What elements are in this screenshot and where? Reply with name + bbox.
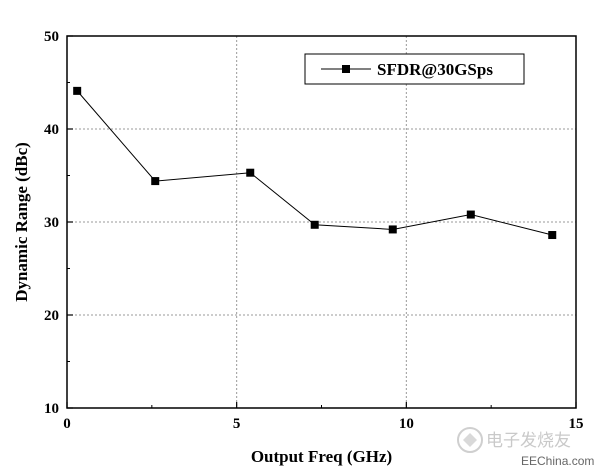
tick-labels: 0 5 10 15 10 20 30 40 50 — [44, 29, 584, 432]
data-point — [310, 220, 319, 229]
legend-label: SFDR@30GSps — [377, 60, 493, 79]
legend-marker-square — [342, 65, 350, 73]
axis-ticks — [66, 35, 577, 409]
watermark: 电子发烧友 EEChina.com — [457, 427, 594, 468]
data-point — [388, 225, 397, 234]
y-tick-label: 40 — [44, 122, 59, 138]
x-axis-title: Output Freq (GHz) — [251, 447, 392, 466]
data-point — [466, 210, 475, 219]
watermark-logo-icon — [457, 427, 483, 453]
y-tick-label: 50 — [44, 29, 59, 45]
data-point — [246, 168, 255, 177]
x-tick-label: 15 — [569, 416, 584, 432]
series-line — [76, 90, 553, 236]
watermark-site-text: EEChina.com — [521, 454, 594, 468]
data-point — [151, 177, 160, 186]
data-point — [548, 231, 557, 240]
x-tick-label: 0 — [63, 416, 71, 432]
data-point — [73, 86, 82, 95]
y-tick-label: 30 — [44, 215, 59, 231]
series-layer — [73, 86, 557, 240]
y-tick-label: 10 — [44, 401, 59, 417]
watermark-logo-text: 电子发烧友 — [486, 431, 571, 451]
grid-lines — [67, 36, 576, 408]
y-axis-title: Dynamic Range (dBc) — [12, 142, 31, 302]
x-tick-label: 10 — [399, 416, 414, 432]
legend: SFDR@30GSps — [304, 53, 525, 85]
y-tick-label: 20 — [44, 308, 59, 324]
x-tick-label: 5 — [233, 416, 241, 432]
